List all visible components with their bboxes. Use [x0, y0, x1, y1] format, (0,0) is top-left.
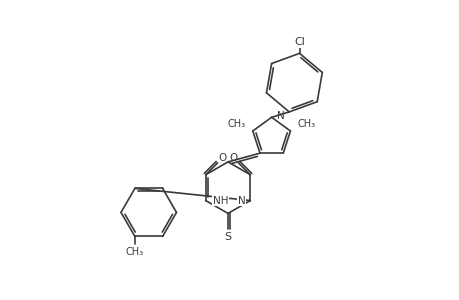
Text: N: N [276, 111, 284, 121]
Text: O: O [218, 153, 226, 163]
Text: CH₃: CH₃ [227, 119, 245, 129]
Text: N: N [237, 196, 245, 206]
Text: CH₃: CH₃ [126, 247, 144, 257]
Text: S: S [224, 232, 231, 242]
Text: NH: NH [212, 196, 228, 206]
Text: Cl: Cl [293, 38, 304, 47]
Text: CH₃: CH₃ [297, 119, 315, 129]
Text: O: O [229, 153, 237, 163]
